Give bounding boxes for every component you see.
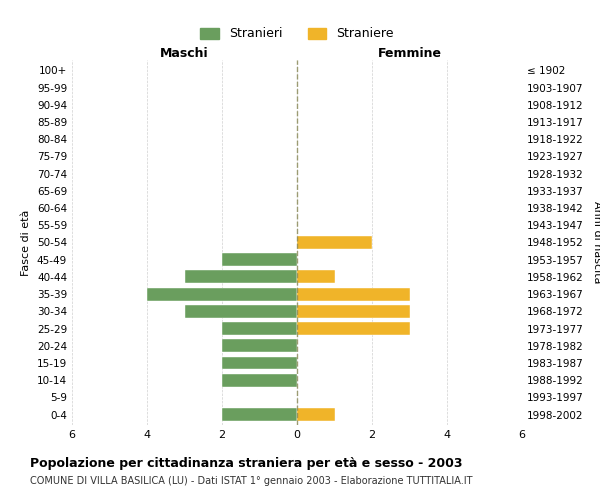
Y-axis label: Anni di nascita: Anni di nascita [592,201,600,284]
Y-axis label: Fasce di età: Fasce di età [22,210,31,276]
Bar [297,305,409,318]
Bar [222,340,297,352]
Legend: Stranieri, Straniere: Stranieri, Straniere [195,22,399,46]
Bar [297,236,372,249]
Bar [222,374,297,386]
Text: Popolazione per cittadinanza straniera per età e sesso - 2003: Popolazione per cittadinanza straniera p… [30,458,463,470]
Bar [222,408,297,421]
Text: Femmine: Femmine [377,47,442,60]
Bar [222,254,297,266]
Bar [185,305,297,318]
Text: COMUNE DI VILLA BASILICA (LU) - Dati ISTAT 1° gennaio 2003 - Elaborazione TUTTIT: COMUNE DI VILLA BASILICA (LU) - Dati IST… [30,476,473,486]
Bar [297,270,335,283]
Bar [185,270,297,283]
Text: Maschi: Maschi [160,47,209,60]
Bar [222,322,297,335]
Bar [222,356,297,370]
Bar [147,288,297,300]
Bar [297,288,409,300]
Bar [297,408,335,421]
Bar [297,322,409,335]
